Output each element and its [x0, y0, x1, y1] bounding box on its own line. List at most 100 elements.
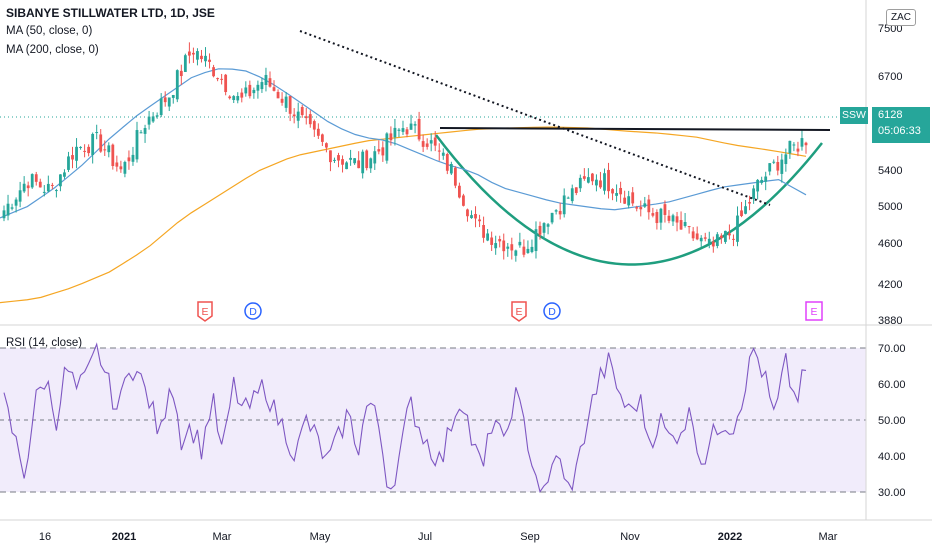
price-tick-label: 6700: [878, 71, 902, 83]
candle-body: [276, 91, 280, 99]
price-tick-label: 4200: [878, 279, 902, 291]
candle-body: [760, 179, 764, 183]
candle-body: [6, 203, 10, 216]
candle-body: [631, 192, 635, 204]
candle-body: [756, 179, 760, 192]
candle-body: [736, 215, 739, 242]
candle-body: [224, 74, 228, 93]
candle-body: [232, 96, 236, 100]
candle-body: [695, 233, 699, 240]
candle-body: [530, 246, 534, 253]
candle-body: [167, 97, 171, 107]
candle-body: [453, 167, 457, 186]
last-price: 6128: [878, 109, 903, 121]
rsi-legend: RSI (14, close): [6, 337, 83, 349]
candle-body: [433, 137, 437, 146]
candle-body: [312, 121, 316, 130]
candle-body: [607, 169, 610, 192]
svg-text:E: E: [810, 306, 817, 318]
candle-body: [42, 191, 46, 193]
candle-body: [115, 162, 119, 167]
earnings-marker[interactable]: E: [805, 301, 823, 321]
candle-body: [75, 146, 78, 161]
candle-body: [200, 55, 203, 60]
candle-body: [103, 149, 107, 151]
candle-body: [248, 84, 252, 97]
candle-body: [663, 204, 667, 215]
candle-body: [14, 199, 18, 206]
downtrend-line[interactable]: [299, 30, 771, 206]
bar-countdown: 05:06:33: [878, 125, 921, 137]
candle-body: [562, 195, 566, 215]
candle-body: [333, 159, 336, 161]
svg-text:D: D: [249, 306, 257, 318]
resistance-line-path[interactable]: [439, 127, 831, 131]
candle-body: [772, 161, 776, 163]
candle-body: [256, 84, 260, 91]
time-axis: 16 2021 Mar May Jul Sep Nov 2022 Mar: [39, 531, 838, 543]
candle-body: [651, 213, 655, 216]
candle-body: [135, 130, 139, 160]
candle-body: [554, 210, 558, 212]
candle-body: [50, 184, 54, 186]
time-tick-label: 2021: [112, 531, 136, 543]
candle-body: [95, 132, 99, 134]
candle-body: [111, 144, 115, 167]
dividend-marker[interactable]: D: [543, 302, 561, 320]
candle-body: [514, 250, 518, 256]
candle-body: [187, 51, 191, 56]
candle-body: [34, 174, 38, 182]
earnings-marker[interactable]: E: [511, 301, 527, 322]
dividend-marker[interactable]: D: [244, 302, 262, 320]
candle-body: [83, 150, 87, 152]
candle-body: [764, 176, 768, 182]
candle-body: [611, 189, 614, 194]
candle-body: [526, 248, 530, 253]
candle-body: [413, 124, 417, 126]
candle-body: [389, 133, 393, 141]
earnings-marker[interactable]: E: [197, 301, 213, 322]
candle-body: [752, 188, 756, 200]
candle-body: [800, 138, 804, 147]
candle-body: [192, 52, 195, 55]
candle-body: [159, 98, 163, 116]
candle-body: [732, 238, 735, 240]
candle-body: [216, 78, 219, 80]
ma200-path: [0, 126, 807, 304]
ma50-line: [0, 68, 807, 219]
ma200-line: [0, 126, 807, 304]
cup-arc[interactable]: [435, 134, 823, 266]
candle-body: [639, 207, 643, 210]
candle-body: [635, 207, 639, 209]
candle-body: [252, 89, 256, 94]
candle-body: [792, 144, 796, 146]
candle-body: [175, 70, 179, 100]
candle-body: [466, 209, 469, 217]
svg-text:E: E: [515, 306, 522, 318]
candle-body: [494, 243, 498, 249]
candle-body: [22, 183, 26, 192]
rsi-pane: 70.00 60.00 50.00 40.00 30.00: [0, 342, 906, 499]
candle-body: [659, 208, 663, 223]
candle-body: [341, 159, 344, 165]
candle-body: [699, 237, 703, 242]
candle-body: [409, 123, 413, 130]
candle-body: [316, 128, 320, 136]
candle-body: [542, 223, 546, 233]
candle-body: [393, 127, 397, 138]
legend-ma50: MA (50, close, 0): [6, 25, 93, 37]
candle-body: [320, 134, 324, 142]
candle-body: [264, 74, 268, 85]
candle-body: [26, 185, 30, 189]
candle-body: [804, 142, 808, 146]
candle-body: [711, 241, 715, 247]
cup-pattern-curve: [435, 134, 823, 266]
candle-body: [79, 146, 82, 148]
candle-body: [425, 143, 429, 147]
candle-body: [667, 215, 671, 221]
candle-body: [46, 183, 50, 192]
candle-body: [744, 206, 747, 214]
candle-body: [595, 179, 598, 186]
